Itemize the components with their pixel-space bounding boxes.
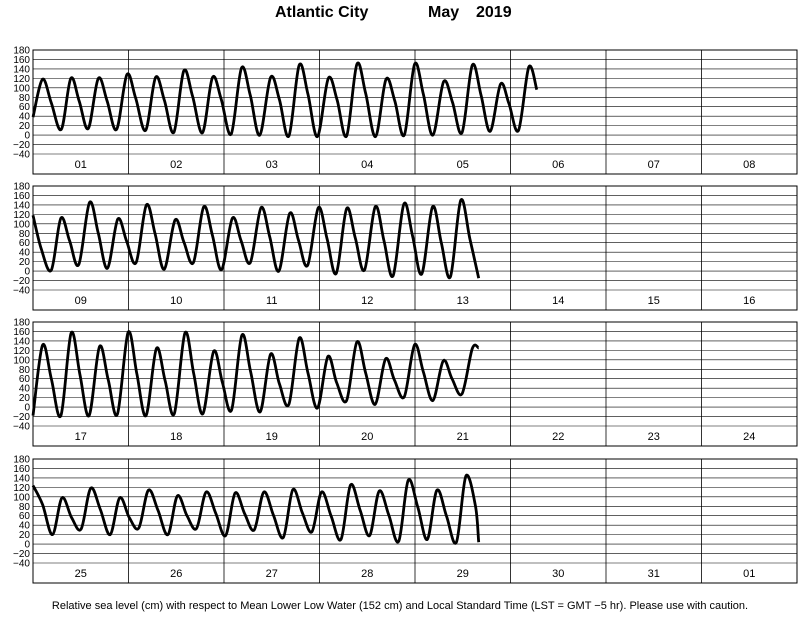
y-tick-label: 0 bbox=[24, 403, 30, 414]
day-label: 31 bbox=[648, 568, 660, 580]
day-label: 27 bbox=[266, 568, 278, 580]
day-label: 03 bbox=[266, 159, 278, 171]
title-month: May bbox=[428, 4, 460, 21]
y-tick-label: 100 bbox=[13, 355, 30, 366]
y-tick-label: 0 bbox=[24, 267, 30, 278]
y-tick-label: 60 bbox=[19, 374, 31, 385]
tide-curve bbox=[31, 198, 481, 280]
y-tick-label: 160 bbox=[13, 55, 30, 66]
y-tick-label: 140 bbox=[13, 473, 30, 484]
day-label: 05 bbox=[457, 159, 469, 171]
y-tick-label: 140 bbox=[13, 64, 30, 75]
y-tick-label: 20 bbox=[19, 121, 31, 132]
day-label: 25 bbox=[75, 568, 87, 580]
day-label: 20 bbox=[361, 431, 373, 443]
day-label: 29 bbox=[457, 568, 469, 580]
y-tick-label: 160 bbox=[13, 191, 30, 202]
day-label: 10 bbox=[170, 295, 182, 307]
y-tick-label: 180 bbox=[13, 46, 30, 57]
y-tick-label: 100 bbox=[13, 492, 30, 503]
y-tick-label: 180 bbox=[13, 318, 30, 329]
day-label: 24 bbox=[743, 431, 755, 443]
panel-frame bbox=[32, 321, 798, 447]
y-tick-label: 40 bbox=[19, 112, 31, 123]
day-label: 17 bbox=[75, 431, 87, 443]
day-label: 21 bbox=[457, 431, 469, 443]
y-tick-label: 0 bbox=[24, 131, 30, 142]
y-tick-label: −40 bbox=[13, 286, 30, 297]
y-tick-label: 80 bbox=[19, 93, 31, 104]
day-label: 13 bbox=[457, 295, 469, 307]
day-label: 28 bbox=[361, 568, 373, 580]
y-tick-label: 20 bbox=[19, 257, 31, 268]
y-tick-label: 60 bbox=[19, 511, 31, 522]
day-label: 19 bbox=[266, 431, 278, 443]
y-tick-label: 20 bbox=[19, 530, 31, 541]
day-label: 22 bbox=[552, 431, 564, 443]
day-label: 16 bbox=[743, 295, 755, 307]
y-tick-label: 40 bbox=[19, 521, 31, 532]
day-label: 06 bbox=[552, 159, 564, 171]
day-label: 18 bbox=[170, 431, 182, 443]
day-label: 07 bbox=[648, 159, 660, 171]
day-label: 04 bbox=[361, 159, 373, 171]
tide-curve bbox=[31, 61, 539, 138]
y-tick-label: 60 bbox=[19, 238, 31, 249]
y-tick-label: 60 bbox=[19, 102, 31, 113]
y-tick-label: −20 bbox=[13, 412, 30, 423]
day-label: 02 bbox=[170, 159, 182, 171]
y-tick-label: 0 bbox=[24, 540, 30, 551]
panel-frame bbox=[32, 185, 798, 311]
day-label: 14 bbox=[552, 295, 564, 307]
panel-frame bbox=[32, 458, 798, 584]
day-label: 23 bbox=[648, 431, 660, 443]
y-tick-label: −20 bbox=[13, 549, 30, 560]
y-tick-label: 120 bbox=[13, 74, 30, 85]
day-label: 08 bbox=[743, 159, 755, 171]
y-tick-label: 100 bbox=[13, 83, 30, 94]
y-tick-label: −20 bbox=[13, 276, 30, 287]
day-label: 15 bbox=[648, 295, 660, 307]
y-tick-label: 40 bbox=[19, 384, 31, 395]
y-tick-label: 120 bbox=[13, 346, 30, 357]
y-tick-label: 140 bbox=[13, 200, 30, 211]
y-tick-label: 180 bbox=[13, 182, 30, 193]
y-tick-label: 120 bbox=[13, 210, 30, 221]
title-station: Atlantic City bbox=[275, 4, 369, 21]
tide-curve bbox=[31, 473, 481, 545]
y-tick-label: −40 bbox=[13, 150, 30, 161]
y-tick-label: −40 bbox=[13, 422, 30, 433]
day-label: 01 bbox=[743, 568, 755, 580]
tide-curve bbox=[31, 330, 480, 419]
y-tick-label: 20 bbox=[19, 393, 31, 404]
footnote: Relative sea level (cm) with respect to … bbox=[51, 600, 749, 612]
y-tick-label: 80 bbox=[19, 229, 31, 240]
y-tick-label: −40 bbox=[13, 559, 30, 570]
y-tick-label: 100 bbox=[13, 219, 30, 230]
y-tick-label: 160 bbox=[13, 327, 30, 338]
y-tick-label: 120 bbox=[13, 483, 30, 494]
day-label: 30 bbox=[552, 568, 564, 580]
day-label: 01 bbox=[75, 159, 87, 171]
day-label: 09 bbox=[75, 295, 87, 307]
day-label: 12 bbox=[361, 295, 373, 307]
y-tick-label: 80 bbox=[19, 365, 31, 376]
y-tick-label: 40 bbox=[19, 248, 31, 259]
day-label: 26 bbox=[170, 568, 182, 580]
chart-title: Atlantic City May 2019 bbox=[0, 4, 800, 28]
title-year: 2019 bbox=[476, 4, 512, 21]
y-tick-label: 80 bbox=[19, 502, 31, 513]
y-tick-label: 140 bbox=[13, 336, 30, 347]
y-tick-label: −20 bbox=[13, 140, 30, 151]
day-label: 11 bbox=[266, 295, 277, 307]
y-tick-label: 160 bbox=[13, 464, 30, 475]
y-tick-label: 180 bbox=[13, 455, 30, 466]
